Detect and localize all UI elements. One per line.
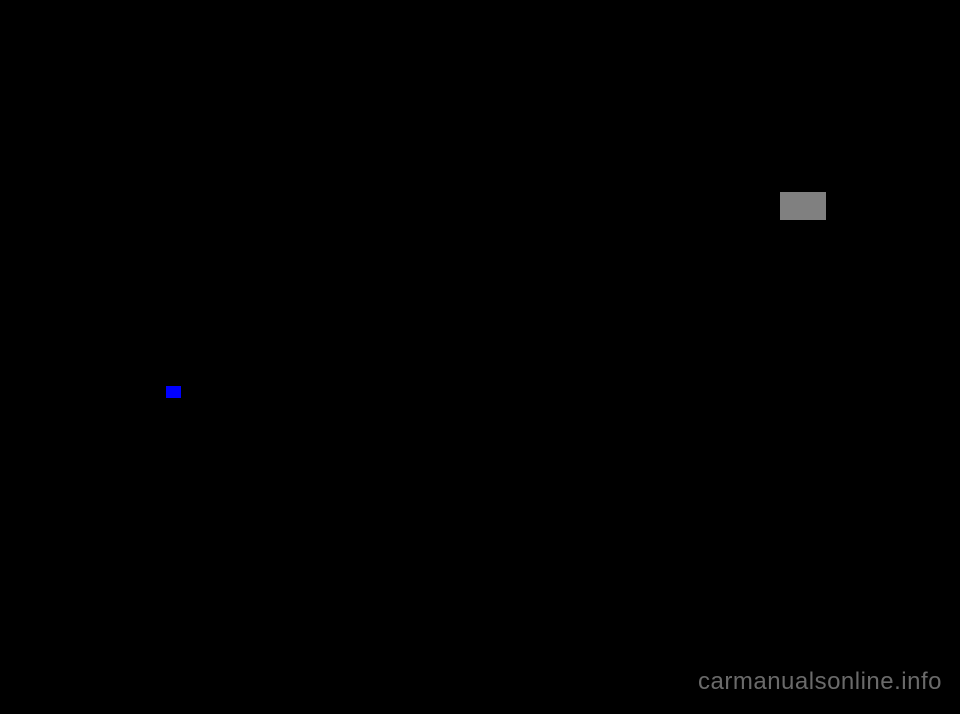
blue-marker-icon	[166, 386, 181, 398]
page-tab-marker	[780, 192, 826, 220]
watermark-text: carmanualsonline.info	[698, 668, 942, 696]
